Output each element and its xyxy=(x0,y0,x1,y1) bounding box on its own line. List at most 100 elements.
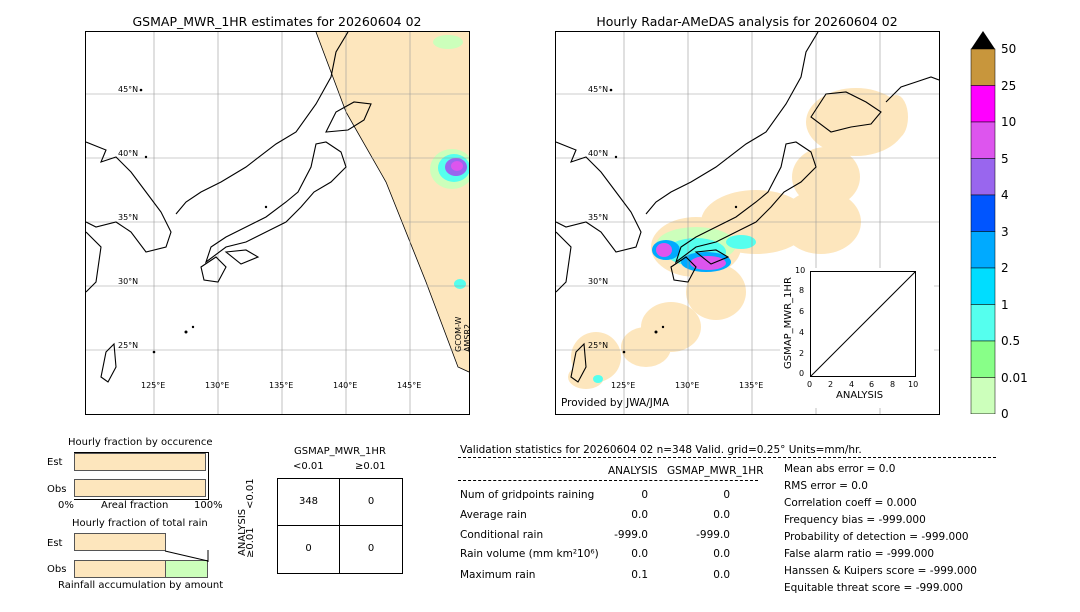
contingency-row2: ≥0.01 xyxy=(245,527,256,558)
contingency-vline xyxy=(339,479,340,573)
scatter-xtick-2: 2 xyxy=(828,380,834,389)
scatter-ytick-0: 0 xyxy=(799,369,805,378)
scatter-ytick-top: 10 xyxy=(795,266,806,275)
validation-header: Validation statistics for 20260604 02 n=… xyxy=(460,444,862,456)
cb-label-4: 4 xyxy=(1001,188,1009,202)
score-hk: Hanssen & Kuipers score = -999.000 xyxy=(784,565,977,577)
total-rain-obs-bar-green xyxy=(165,560,208,578)
val-row-analysis-4: 0.1 xyxy=(631,569,648,581)
right-lat-45: 45°N xyxy=(588,85,609,94)
val-row-gsmap-1: 0.0 xyxy=(713,509,730,521)
cb-label-25: 25 xyxy=(1001,79,1017,93)
colorbar-cell-10 xyxy=(970,121,996,159)
colorbar-cell-1 xyxy=(970,304,996,342)
left-lat-35: 35°N xyxy=(118,213,139,222)
right-lon-135: 135°E xyxy=(739,381,764,390)
scatter-ytick-6: 6 xyxy=(799,307,805,316)
contingency-col2: ≥0.01 xyxy=(355,461,386,472)
right-coastlines xyxy=(556,32,939,383)
left-rain-patch-top xyxy=(433,35,463,49)
occurrence-title: Hourly fraction by occurence xyxy=(68,437,213,448)
total-rain-est-label: Est xyxy=(47,538,63,549)
colorbar-cell-0.01 xyxy=(970,377,996,414)
cb-label-5: 5 xyxy=(1001,152,1009,166)
cb-label-1: 1 xyxy=(1001,298,1009,312)
right-rain-south xyxy=(593,375,603,383)
right-lon-130: 130°E xyxy=(675,381,700,390)
colorbar-cell-2 xyxy=(970,267,996,305)
contingency-cell-12: 0 xyxy=(367,496,375,507)
contingency-cell-11: 348 xyxy=(298,496,319,507)
total-rain-est-bar xyxy=(74,533,166,551)
score-frequency-bias: Frequency bias = -999.000 xyxy=(784,514,926,526)
scatter-ytick-4: 4 xyxy=(799,328,805,337)
val-row-label-4: Maximum rain xyxy=(460,569,536,581)
satellite-label: GCOM-W AMSR2 xyxy=(454,316,472,352)
score-ets: Equitable threat score = -999.000 xyxy=(784,582,963,594)
val-row-gsmap-3: 0.0 xyxy=(713,548,730,560)
cb-label-0.01: 0.01 xyxy=(1001,371,1028,385)
val-row-gsmap-0: 0 xyxy=(723,489,730,501)
left-map-title: GSMAP_MWR_1HR estimates for 20260604 02 xyxy=(132,14,422,29)
colorbar-cell-4 xyxy=(970,194,996,232)
cb-label-3: 3 xyxy=(1001,225,1009,239)
left-swath-area xyxy=(316,32,469,372)
colorbar xyxy=(970,31,996,414)
occurrence-axis-100: 100% xyxy=(194,500,223,511)
score-rms-error: RMS error = 0.0 xyxy=(784,480,868,492)
score-pod: Probability of detection = -999.000 xyxy=(784,531,969,543)
occurrence-frame xyxy=(74,452,209,500)
scatter-xtick-0: 0 xyxy=(807,380,813,389)
occurrence-obs-bar xyxy=(74,479,206,497)
colorbar-cell-3 xyxy=(970,231,996,269)
left-lon-125: 125°E xyxy=(141,381,166,390)
right-lat-35: 35°N xyxy=(588,213,609,222)
right-lat-30: 30°N xyxy=(588,277,609,286)
colorbar-cell-0.5 xyxy=(970,340,996,378)
contingency-hline xyxy=(278,525,402,526)
val-row-analysis-0: 0 xyxy=(641,489,648,501)
occurrence-axis-label: Areal fraction xyxy=(101,500,169,511)
right-map-canvas xyxy=(556,32,939,414)
left-lat-40: 40°N xyxy=(118,149,139,158)
colorbar-cells xyxy=(970,48,996,414)
colorbar-cell-25 xyxy=(970,85,996,123)
contingency-title: GSMAP_MWR_1HR xyxy=(294,446,386,457)
right-lat-40: 40°N xyxy=(588,149,609,158)
scatter-ytick-2: 2 xyxy=(799,349,805,358)
validation-divider-mid xyxy=(458,480,758,481)
val-row-label-2: Conditional rain xyxy=(460,529,544,541)
left-map-canvas xyxy=(86,32,469,414)
right-lon-125: 125°E xyxy=(611,381,636,390)
val-row-analysis-2: -999.0 xyxy=(614,529,648,541)
right-rain-magenta-2 xyxy=(690,256,726,270)
left-map-panel xyxy=(85,31,470,415)
occurrence-obs-label: Obs xyxy=(47,484,67,495)
score-mean-abs-error: Mean abs error = 0.0 xyxy=(784,463,896,475)
right-lat-25: 25°N xyxy=(588,341,609,350)
right-rain-magenta xyxy=(656,243,672,257)
cb-label-10: 10 xyxy=(1001,115,1017,129)
total-rain-obs-label: Obs xyxy=(47,564,67,575)
val-row-gsmap-2: -999.0 xyxy=(696,529,730,541)
occurrence-axis-0: 0% xyxy=(58,500,74,511)
left-coastlines xyxy=(86,32,372,383)
occurrence-est-bar xyxy=(74,453,206,471)
total-rain-obs-bar-cream xyxy=(74,560,166,578)
score-correlation: Correlation coeff = 0.000 xyxy=(784,497,917,509)
provider-label: Provided by JWA/JMA xyxy=(561,397,670,409)
val-row-gsmap-4: 0.0 xyxy=(713,569,730,581)
left-lat-45: 45°N xyxy=(118,85,139,94)
cb-label-2: 2 xyxy=(1001,261,1009,275)
left-lon-130: 130°E xyxy=(205,381,230,390)
contingency-grid: 348 0 0 0 xyxy=(277,478,403,574)
contingency-cell-21: 0 xyxy=(305,543,312,554)
total-rain-connector xyxy=(164,550,209,562)
score-far: False alarm ratio = -999.000 xyxy=(784,548,935,560)
validation-divider-top xyxy=(458,457,996,458)
validation-col-gsmap: GSMAP_MWR_1HR xyxy=(667,465,764,477)
contingency-col1: <0.01 xyxy=(293,461,324,472)
left-lat-25: 25°N xyxy=(118,341,139,350)
left-gridlines xyxy=(86,32,469,414)
left-swath-edge xyxy=(315,32,469,373)
